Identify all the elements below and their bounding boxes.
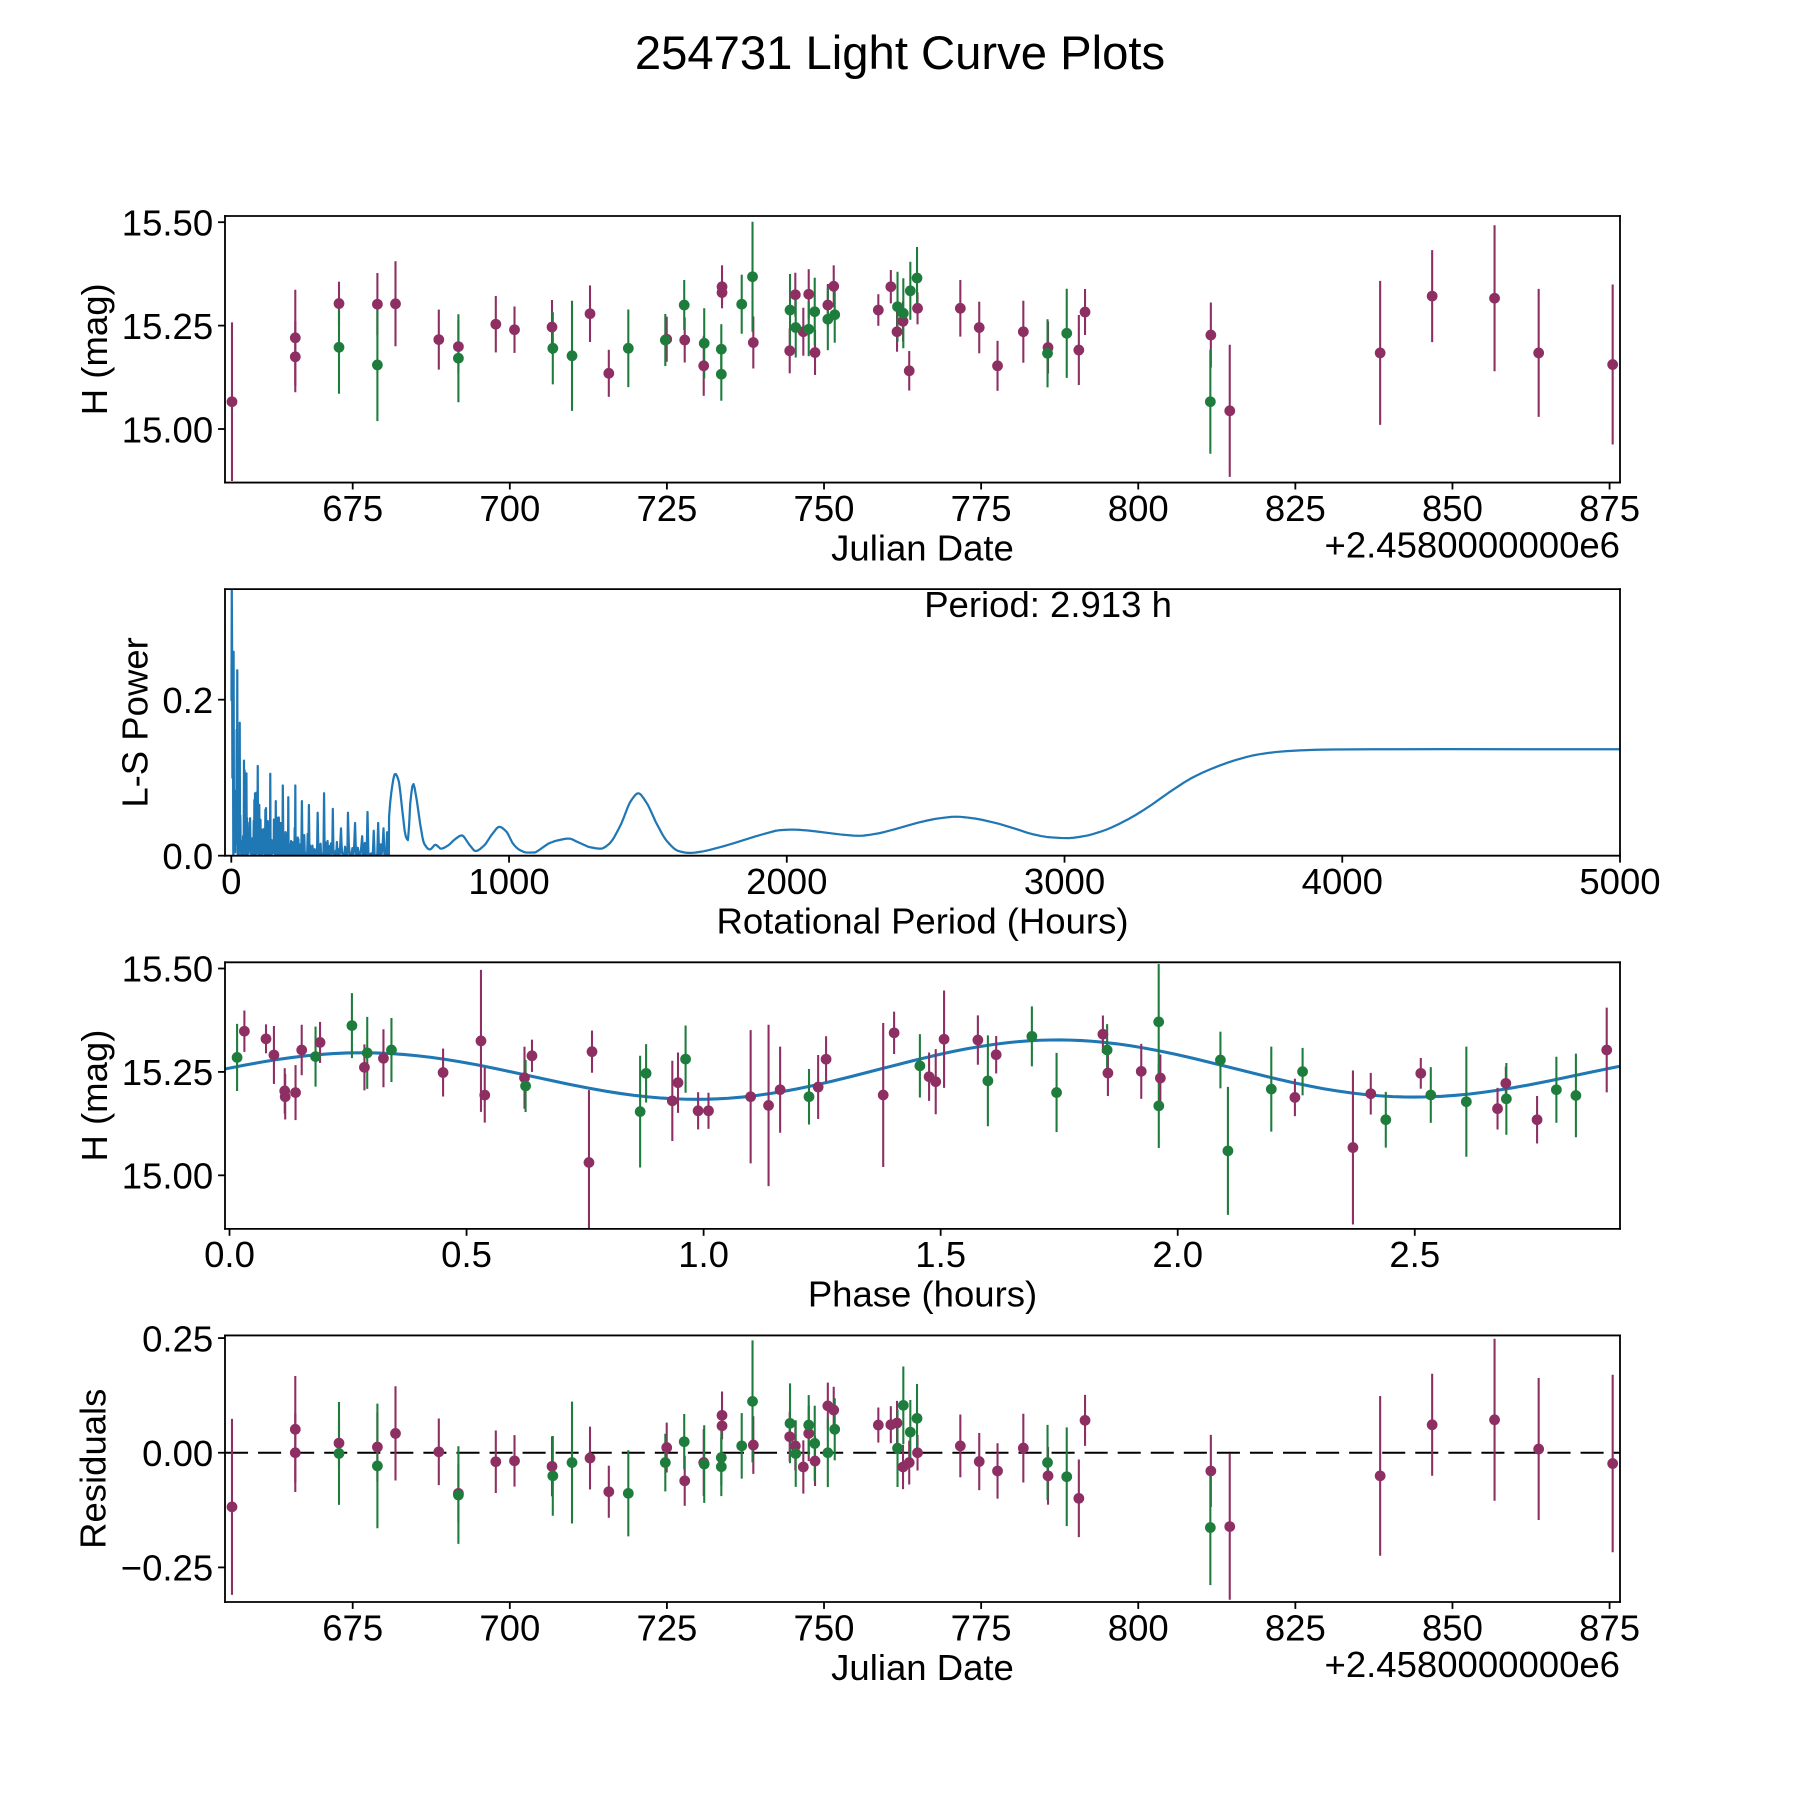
svg-text:Phase (hours): Phase (hours)	[808, 1274, 1037, 1315]
svg-text:15.25: 15.25	[122, 1052, 213, 1093]
svg-text:1.0: 1.0	[678, 1234, 729, 1275]
svg-text:0.0: 0.0	[162, 836, 213, 877]
svg-text:Rotational Period (Hours): Rotational Period (Hours)	[717, 901, 1129, 942]
svg-text:675: 675	[322, 1607, 383, 1648]
svg-text:775: 775	[951, 488, 1012, 529]
svg-text:3000: 3000	[1024, 861, 1105, 902]
svg-text:800: 800	[1108, 1607, 1169, 1648]
svg-text:−0.25: −0.25	[121, 1548, 213, 1589]
svg-text:2.5: 2.5	[1389, 1234, 1440, 1275]
svg-text:800: 800	[1108, 488, 1169, 529]
svg-text:+2.4580000000e6: +2.4580000000e6	[1325, 1644, 1620, 1685]
svg-text:15.25: 15.25	[122, 306, 213, 347]
svg-text:+2.4580000000e6: +2.4580000000e6	[1325, 524, 1620, 565]
svg-text:750: 750	[794, 488, 855, 529]
svg-text:850: 850	[1422, 1607, 1483, 1648]
svg-text:2.0: 2.0	[1152, 1234, 1203, 1275]
svg-text:1000: 1000	[468, 861, 549, 902]
svg-text:H (mag): H (mag)	[74, 283, 115, 415]
svg-text:2000: 2000	[746, 861, 827, 902]
svg-text:1.5: 1.5	[915, 1234, 966, 1275]
svg-text:0.00: 0.00	[142, 1433, 213, 1474]
svg-text:15.00: 15.00	[122, 409, 213, 450]
svg-text:825: 825	[1265, 488, 1326, 529]
svg-text:675: 675	[322, 488, 383, 529]
svg-text:4000: 4000	[1302, 861, 1383, 902]
svg-text:775: 775	[951, 1607, 1012, 1648]
svg-text:5000: 5000	[1579, 861, 1660, 902]
svg-text:0.25: 0.25	[142, 1318, 213, 1359]
svg-text:875: 875	[1579, 1607, 1640, 1648]
svg-text:0.5: 0.5	[441, 1234, 492, 1275]
svg-text:0: 0	[221, 861, 241, 902]
svg-text:H (mag): H (mag)	[74, 1030, 115, 1162]
svg-text:L-S Power: L-S Power	[115, 637, 156, 807]
svg-text:Residuals: Residuals	[72, 1389, 113, 1549]
svg-text:700: 700	[479, 1607, 540, 1648]
svg-text:825: 825	[1265, 1607, 1326, 1648]
svg-text:Julian Date: Julian Date	[831, 1647, 1014, 1688]
svg-text:15.00: 15.00	[122, 1156, 213, 1197]
svg-text:875: 875	[1579, 488, 1640, 529]
svg-text:725: 725	[636, 1607, 697, 1648]
svg-text:0.0: 0.0	[204, 1234, 255, 1275]
svg-text:700: 700	[479, 488, 540, 529]
svg-text:Period: 2.913 h: Period: 2.913 h	[924, 584, 1172, 625]
svg-text:254731 Light Curve Plots: 254731 Light Curve Plots	[635, 27, 1165, 80]
svg-text:15.50: 15.50	[122, 949, 213, 990]
svg-text:850: 850	[1422, 488, 1483, 529]
svg-text:0.2: 0.2	[162, 680, 213, 721]
svg-text:750: 750	[794, 1607, 855, 1648]
svg-text:Julian Date: Julian Date	[831, 527, 1014, 568]
svg-text:725: 725	[636, 488, 697, 529]
svg-text:15.50: 15.50	[122, 202, 213, 243]
